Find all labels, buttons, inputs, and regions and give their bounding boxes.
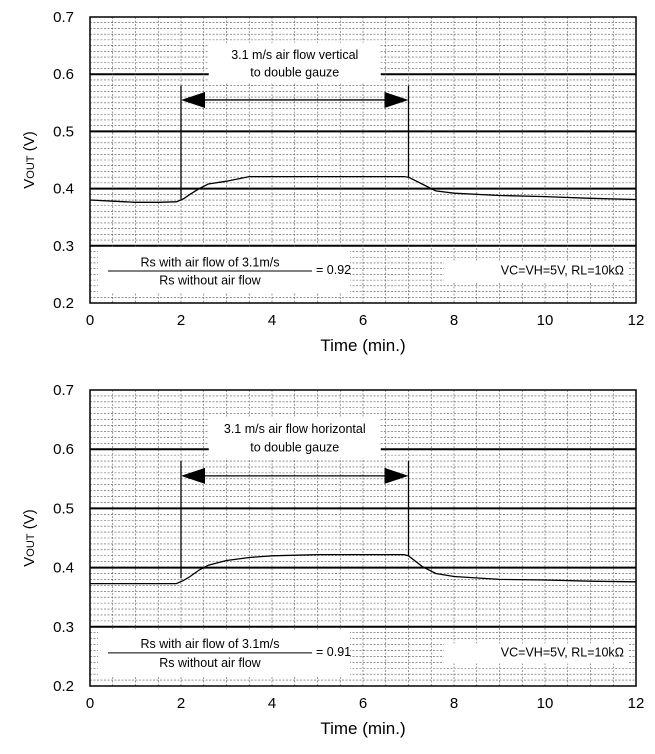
airflow-markers xyxy=(180,85,410,199)
arrow-head-left xyxy=(181,467,205,484)
y-tick-label: 0.4 xyxy=(53,181,74,198)
y-axis-label: VOUT (V) xyxy=(21,509,38,566)
y-tick-label: 0.6 xyxy=(53,441,74,458)
y-tick-label: 0.5 xyxy=(53,500,74,517)
conditions-label: VC=VH=5V, RL=10kΩ xyxy=(501,645,624,659)
annotation-box xyxy=(208,416,381,459)
ratio-value: = 0.91 xyxy=(316,645,351,659)
tick-labels: 0 2 4 6 8 10 12 0.2 0.3 0.4 0.5 0.6 0.7 xyxy=(53,382,644,712)
annotation-line-1: 3.1 m/s air flow vertical xyxy=(231,48,358,62)
y-tick-label: 0.7 xyxy=(53,9,74,26)
x-tick-label: 12 xyxy=(628,695,645,712)
chart-panel-1: 3.1 m/s air flow vertical to double gauze… xyxy=(21,9,644,355)
series-line-1 xyxy=(90,553,637,585)
x-tick-label: 10 xyxy=(537,695,554,712)
x-tick-label: 8 xyxy=(450,312,458,329)
y-axis-label: VOUT (V) xyxy=(21,131,38,188)
x-tick-label: 6 xyxy=(359,695,367,712)
plot-frame xyxy=(89,16,637,304)
annotation-box xyxy=(208,42,381,83)
arrow-head-right xyxy=(384,91,409,108)
arrow-head-right xyxy=(384,467,409,484)
x-tick-label: 8 xyxy=(450,695,458,712)
ratio-box xyxy=(98,248,350,293)
x-tick-label: 4 xyxy=(268,312,276,329)
series-line-1 xyxy=(89,175,637,203)
conditions-box xyxy=(444,643,628,664)
x-tick-label: 12 xyxy=(628,312,645,329)
ratio-numerator: Rs with air flow of 3.1m/s xyxy=(141,255,280,269)
y-tick-label: 0.2 xyxy=(53,678,74,695)
ratio-denominator: Rs without air flow xyxy=(159,274,261,288)
airflow-markers xyxy=(180,461,410,579)
ratio-denominator: Rs without air flow xyxy=(159,656,261,670)
y-tick-label: 0.5 xyxy=(53,123,74,140)
annotation-line-1: 3.1 m/s air flow horizontal xyxy=(224,422,366,436)
y-tick-label: 0.6 xyxy=(53,66,74,83)
x-tick-label: 0 xyxy=(86,312,94,329)
y-tick-label: 0.7 xyxy=(53,382,74,399)
ratio-value: = 0.92 xyxy=(316,263,351,277)
plot-frame xyxy=(89,389,637,687)
arrow-head-left xyxy=(181,91,205,108)
annotation-boxes xyxy=(98,42,628,293)
x-axis-label: Time (min.) xyxy=(320,336,405,355)
y-tick-label: 0.3 xyxy=(53,238,74,255)
x-tick-label: 2 xyxy=(177,695,185,712)
x-tick-label: 6 xyxy=(359,312,367,329)
y-tick-label: 0.3 xyxy=(53,619,74,636)
y-tick-label: 0.2 xyxy=(53,295,74,312)
chart-panel-2: 3.1 m/s air flow horizontal to double gau… xyxy=(21,382,644,738)
ratio-box xyxy=(98,629,350,676)
ratio-numerator: Rs with air flow of 3.1m/s xyxy=(141,637,280,651)
annotation-boxes xyxy=(98,416,628,676)
x-tick-label: 4 xyxy=(268,695,276,712)
tick-labels: 0 2 4 6 8 10 12 0.2 0.3 0.4 0.5 0.6 0.7 xyxy=(53,9,644,329)
x-tick-label: 2 xyxy=(177,312,185,329)
x-tick-label: 0 xyxy=(86,695,94,712)
conditions-label: VC=VH=5V, RL=10kΩ xyxy=(501,263,624,277)
annotation-line-2: to double gauze xyxy=(250,65,339,79)
annotation-line-2: to double gauze xyxy=(250,441,339,455)
x-tick-label: 10 xyxy=(537,312,554,329)
conditions-box xyxy=(444,261,628,282)
y-tick-label: 0.4 xyxy=(53,560,74,577)
x-axis-label: Time (min.) xyxy=(320,719,405,738)
